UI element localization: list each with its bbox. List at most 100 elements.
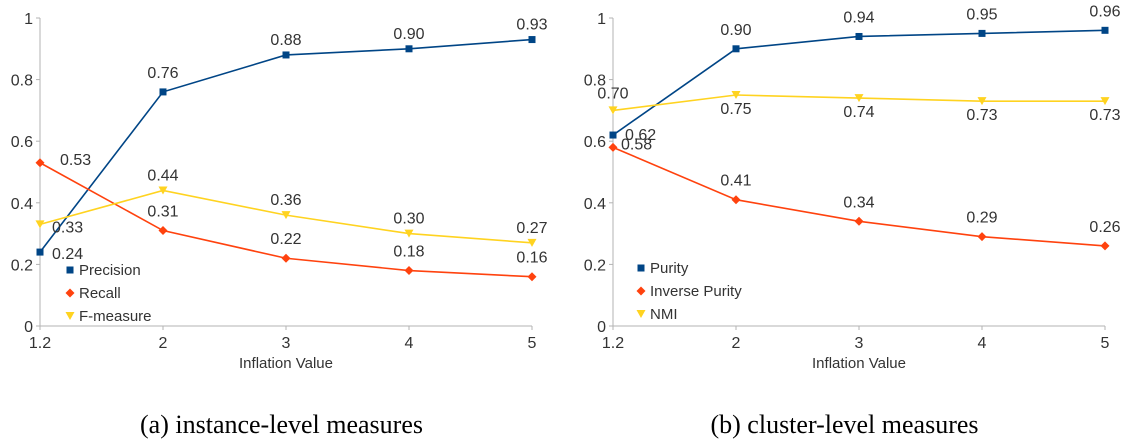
data-label: 0.29 bbox=[966, 210, 997, 227]
data-point bbox=[405, 45, 413, 53]
data-point bbox=[855, 32, 863, 40]
data-label: 0.90 bbox=[720, 22, 751, 39]
x-tick-label: 5 bbox=[528, 335, 537, 352]
x-tick-label: 4 bbox=[978, 335, 987, 352]
chart-panel-cluster-level: 0 0.2 0.4 0.6 0.8 1 1.2 2 3 4 5 Inflation Value 0.62… bbox=[563, 0, 1126, 447]
data-label: 0.24 bbox=[52, 246, 83, 263]
data-point bbox=[609, 131, 617, 139]
data-point bbox=[527, 272, 537, 282]
chart-panel-instance-level: 0 0.2 0.4 0.6 0.8 1 1.2 2 3 4 5 Inflation Value 0.24… bbox=[11, 11, 548, 439]
y-tick-label: 0.8 bbox=[584, 73, 606, 90]
data-point bbox=[608, 142, 618, 152]
x-tick-label: 3 bbox=[282, 335, 291, 352]
data-label: 0.44 bbox=[147, 167, 178, 184]
legend-label: F-measure bbox=[79, 308, 152, 325]
legend-label: NMI bbox=[650, 306, 678, 323]
data-point bbox=[854, 94, 864, 103]
data-label: 0.73 bbox=[1089, 107, 1120, 124]
data-label: 0.90 bbox=[393, 26, 424, 43]
data-label: 0.41 bbox=[720, 173, 751, 190]
legend-label: Recall bbox=[79, 285, 121, 302]
legend-marker bbox=[637, 264, 645, 272]
y-tick-label: 0.2 bbox=[11, 257, 33, 274]
data-label: 0.36 bbox=[270, 192, 301, 209]
data-label: 0.73 bbox=[966, 107, 997, 124]
y-tick-label: 0.6 bbox=[11, 134, 33, 151]
data-point bbox=[854, 216, 864, 226]
data-point bbox=[1100, 241, 1110, 251]
data-point bbox=[404, 229, 414, 238]
data-label: 0.33 bbox=[52, 219, 83, 236]
x-tick-label: 5 bbox=[1101, 335, 1110, 352]
x-tick-label: 1.2 bbox=[602, 335, 624, 352]
data-point bbox=[282, 51, 290, 59]
data-point bbox=[731, 91, 741, 99]
data-label: 0.62 bbox=[625, 127, 656, 144]
x-tick-label: 1.2 bbox=[29, 335, 51, 352]
data-label: 0.26 bbox=[1089, 219, 1120, 236]
legend-marker bbox=[66, 266, 74, 274]
x-tick-label: 2 bbox=[732, 335, 741, 352]
x-axis-label: Inflation Value bbox=[812, 355, 906, 372]
data-label: 0.34 bbox=[843, 194, 874, 211]
data-label: 0.53 bbox=[60, 152, 91, 169]
data-point bbox=[404, 266, 414, 276]
data-label: 0.94 bbox=[843, 9, 874, 26]
line-chart-cluster-level: 0 0.2 0.4 0.6 0.8 1 1.2 2 3 4 5 Inflation Value 0.62… bbox=[584, 3, 1121, 372]
y-tick-label: 1 bbox=[597, 11, 606, 28]
y-tick-label: 0.4 bbox=[584, 196, 606, 213]
y-tick-label: 0 bbox=[597, 319, 606, 336]
y-tick-label: 0.4 bbox=[11, 196, 33, 213]
data-label: 0.30 bbox=[393, 211, 424, 228]
data-point bbox=[281, 211, 291, 220]
data-label: 0.76 bbox=[147, 65, 178, 82]
data-label: 0.88 bbox=[270, 32, 301, 49]
data-label: 0.96 bbox=[1089, 3, 1120, 20]
data-point bbox=[36, 248, 44, 256]
data-point bbox=[978, 29, 986, 37]
data-label: 0.75 bbox=[720, 101, 751, 118]
data-point bbox=[1100, 97, 1110, 106]
x-tick-label: 4 bbox=[405, 335, 414, 352]
data-point bbox=[528, 36, 536, 44]
legend-marker bbox=[636, 310, 646, 318]
data-label: 0.70 bbox=[597, 85, 628, 102]
x-tick-label: 2 bbox=[159, 335, 168, 352]
y-tick-label: 1 bbox=[24, 11, 33, 28]
data-point bbox=[977, 232, 987, 242]
chart-caption: (a) instance-level measures bbox=[140, 410, 423, 439]
legend-label: Purity bbox=[650, 260, 689, 277]
data-point bbox=[158, 226, 168, 236]
series-line bbox=[39, 38, 533, 253]
y-tick-label: 0.6 bbox=[584, 134, 606, 151]
data-label: 0.93 bbox=[516, 17, 547, 34]
data-label: 0.22 bbox=[270, 231, 301, 248]
y-tick-label: 0.8 bbox=[11, 73, 33, 90]
y-tick-label: 0 bbox=[24, 319, 33, 336]
data-point bbox=[35, 220, 45, 229]
data-point bbox=[281, 253, 291, 263]
data-point bbox=[608, 106, 618, 115]
chart-caption: (b) cluster-level measures bbox=[710, 410, 979, 439]
data-point bbox=[159, 88, 167, 96]
data-label: 0.74 bbox=[843, 104, 874, 121]
data-label: 0.27 bbox=[516, 220, 547, 237]
legend-label: Precision bbox=[79, 262, 141, 279]
legend-marker bbox=[65, 288, 75, 298]
data-label: 0.95 bbox=[966, 6, 997, 23]
line-chart-instance-level: 0 0.2 0.4 0.6 0.8 1 1.2 2 3 4 5 Inflation Value 0.24… bbox=[11, 11, 548, 372]
data-label: 0.31 bbox=[147, 204, 178, 221]
data-label: 0.16 bbox=[516, 250, 547, 267]
data-point bbox=[732, 45, 740, 53]
legend-marker bbox=[636, 286, 646, 296]
data-point bbox=[731, 195, 741, 205]
x-tick-label: 3 bbox=[855, 335, 864, 352]
x-axis-label: Inflation Value bbox=[239, 355, 333, 372]
data-point bbox=[35, 158, 45, 168]
data-label: 0.58 bbox=[621, 136, 652, 153]
legend-label: Inverse Purity bbox=[650, 283, 742, 300]
data-point bbox=[977, 97, 987, 106]
data-label: 0.18 bbox=[393, 244, 424, 261]
data-point bbox=[527, 238, 537, 247]
